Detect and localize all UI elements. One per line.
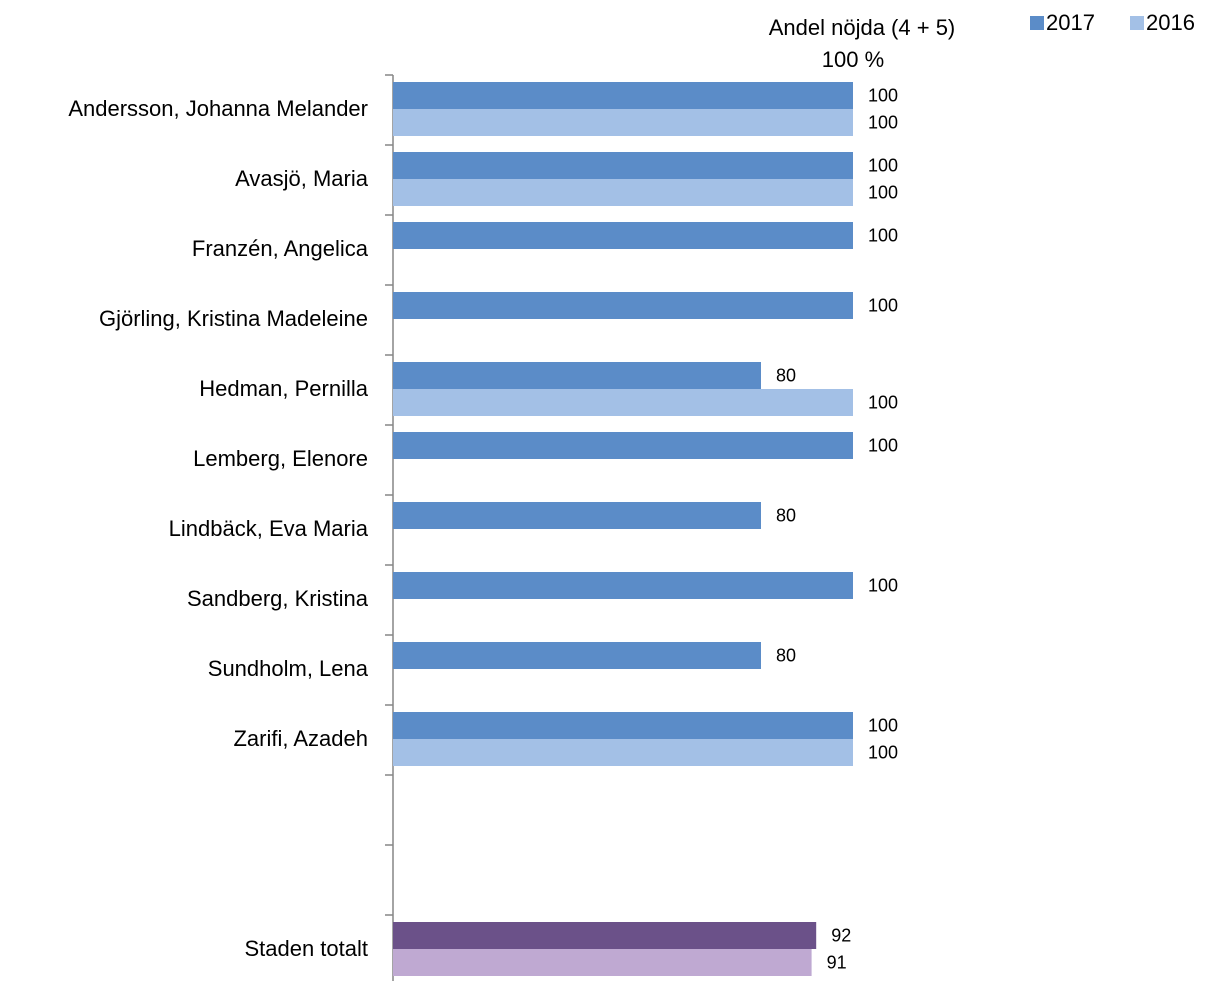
y-tick-label: Lemberg, Elenore — [193, 446, 368, 471]
legend-label: 2017 — [1046, 10, 1095, 35]
value-label: 100 — [868, 575, 898, 595]
bar — [393, 739, 853, 766]
legend-swatch — [1130, 16, 1144, 30]
legend-label: 2016 — [1146, 10, 1195, 35]
value-label: 100 — [868, 435, 898, 455]
value-label: 100 — [868, 742, 898, 762]
value-label: 80 — [776, 645, 796, 665]
y-tick-label: Staden totalt — [244, 936, 368, 961]
value-label: 100 — [868, 182, 898, 202]
value-label: 100 — [868, 85, 898, 105]
bar — [393, 179, 853, 206]
bar — [393, 222, 853, 249]
legend-swatch — [1030, 16, 1044, 30]
value-label: 100 — [868, 112, 898, 132]
value-label: 100 — [868, 155, 898, 175]
y-tick-label: Andersson, Johanna Melander — [68, 96, 368, 121]
value-label: 92 — [831, 925, 851, 945]
bar — [393, 362, 761, 389]
axis-label: Andel nöjda (4 + 5) — [769, 15, 956, 40]
y-tick-label: Gjörling, Kristina Madeleine — [99, 306, 368, 331]
bar — [393, 949, 812, 976]
value-label: 80 — [776, 505, 796, 525]
value-label: 91 — [827, 952, 847, 972]
value-label: 100 — [868, 392, 898, 412]
value-label: 100 — [868, 295, 898, 315]
bar — [393, 389, 853, 416]
bar — [393, 292, 853, 319]
bar — [393, 109, 853, 136]
value-label: 80 — [776, 365, 796, 385]
x-tick-label: 100 % — [822, 47, 884, 72]
bar — [393, 432, 853, 459]
y-tick-label: Sundholm, Lena — [208, 656, 369, 681]
y-tick-label: Hedman, Pernilla — [199, 376, 369, 401]
bar — [393, 642, 761, 669]
bar — [393, 152, 853, 179]
bar — [393, 572, 853, 599]
y-tick-label: Sandberg, Kristina — [187, 586, 369, 611]
bar — [393, 82, 853, 109]
y-tick-label: Lindbäck, Eva Maria — [169, 516, 369, 541]
bar — [393, 712, 853, 739]
value-label: 100 — [868, 225, 898, 245]
y-tick-label: Franzén, Angelica — [192, 236, 369, 261]
y-tick-label: Avasjö, Maria — [235, 166, 369, 191]
value-label: 100 — [868, 715, 898, 735]
bar — [393, 502, 761, 529]
bar — [393, 922, 817, 949]
y-tick-label: Zarifi, Azadeh — [233, 726, 368, 751]
